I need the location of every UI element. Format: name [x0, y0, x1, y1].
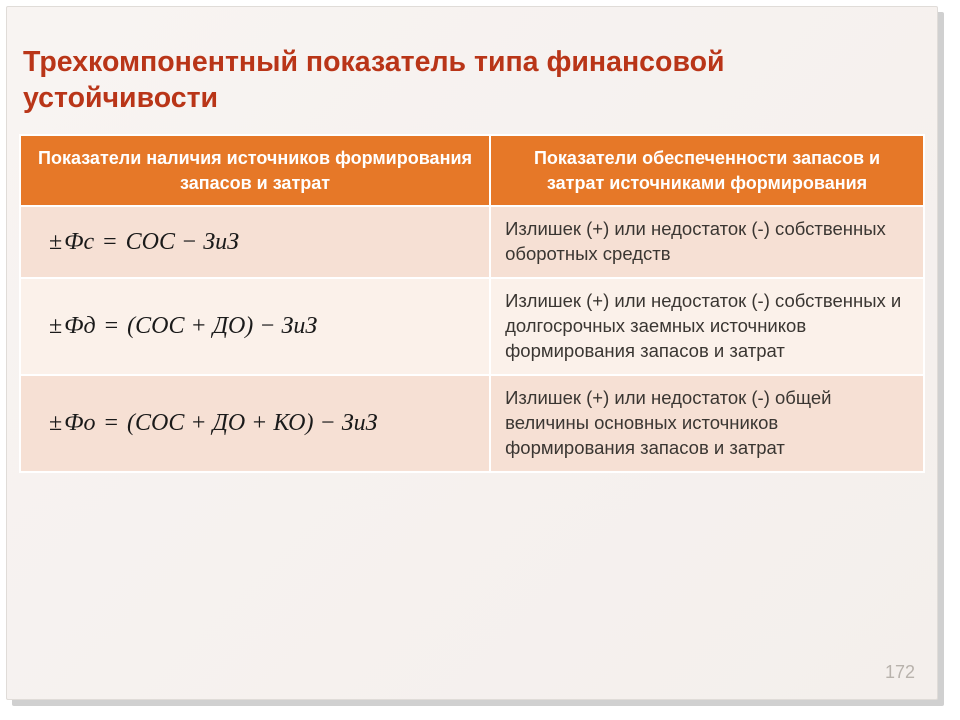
table-row: ±Фс = СОС − ЗиЗ Излишек (+) или недостат…: [20, 206, 924, 278]
plus-minus-icon: ±: [49, 229, 64, 255]
header-left: Показатели наличия источников формирован…: [20, 135, 490, 206]
formula-lhs: Фо: [64, 410, 95, 436]
description-cell: Излишек (+) или недостаток (-) собственн…: [490, 278, 924, 375]
table-header-row: Показатели наличия источников формирован…: [20, 135, 924, 206]
table-row: ±Фо = (СОС + ДО + КО) − ЗиЗ Излишек (+) …: [20, 375, 924, 472]
page-title: Трехкомпонентный показатель типа финансо…: [19, 45, 925, 116]
description-cell: Излишек (+) или недостаток (-) собственн…: [490, 206, 924, 278]
table-row: ±Фд = (СОС + ДО) − ЗиЗ Излишек (+) или н…: [20, 278, 924, 375]
formula-lhs: Фс: [64, 229, 94, 255]
equals-icon: =: [101, 410, 121, 436]
plus-minus-icon: ±: [49, 313, 64, 339]
description-cell: Излишек (+) или недостаток (-) общей вел…: [490, 375, 924, 472]
equals-icon: =: [102, 313, 122, 339]
equals-icon: =: [100, 229, 120, 255]
formula-cell: ±Фд = (СОС + ДО) − ЗиЗ: [20, 278, 490, 375]
header-right: Показатели обеспеченности запасов и затр…: [490, 135, 924, 206]
slide-container: Трехкомпонентный показатель типа финансо…: [6, 6, 938, 700]
formula-lhs: Фд: [64, 313, 95, 339]
formula-cell: ±Фо = (СОС + ДО + КО) − ЗиЗ: [20, 375, 490, 472]
page-number: 172: [885, 662, 915, 683]
formula-rhs: СОС − ЗиЗ: [126, 229, 239, 255]
formula-rhs: (СОС + ДО + КО) − ЗиЗ: [127, 410, 377, 436]
plus-minus-icon: ±: [49, 410, 64, 436]
formula-cell: ±Фс = СОС − ЗиЗ: [20, 206, 490, 278]
formula-rhs: (СОС + ДО) − ЗиЗ: [127, 313, 317, 339]
indicators-table: Показатели наличия источников формирован…: [19, 134, 925, 472]
